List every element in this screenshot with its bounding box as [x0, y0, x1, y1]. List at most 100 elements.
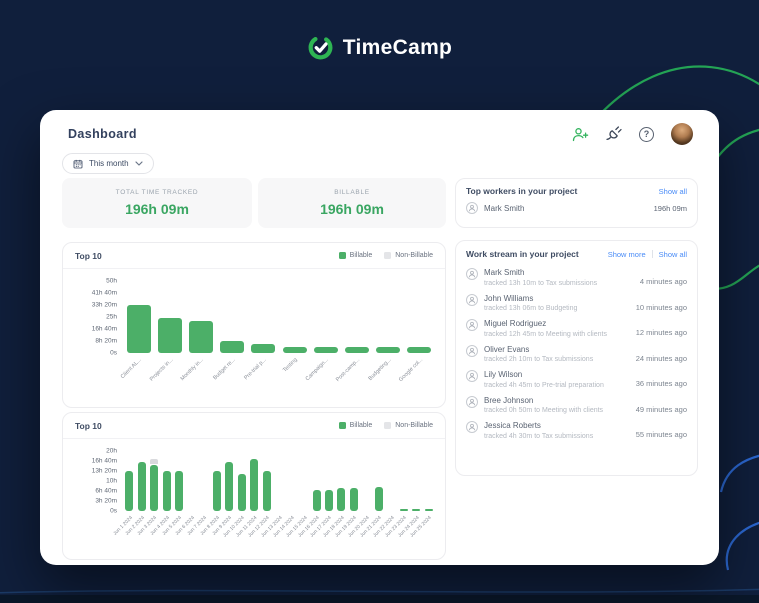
- y-tick-label: 25h: [106, 313, 117, 321]
- entry-detail: tracked 4h 45m to Pre-trial preparation: [484, 381, 604, 389]
- integrations-button[interactable]: [606, 126, 622, 142]
- date-filter-dropdown[interactable]: This month: [62, 153, 154, 174]
- billable-segment: [345, 346, 370, 353]
- entry-detail: tracked 0h 50m to Meeting with clients: [484, 407, 604, 414]
- bar-Jun 24 2024: [410, 508, 422, 511]
- x-tick-label: Testing: [282, 357, 299, 374]
- billable-swatch: [338, 252, 346, 259]
- bar-Budget re...: [217, 341, 248, 353]
- bar-Jun 18 2024: [335, 487, 347, 511]
- help-button[interactable]: ?: [639, 126, 654, 142]
- y-axis: 0s 8h 20m 16h 40m 25h 33h 20m 41h 40m 50h: [71, 278, 117, 357]
- bar-chart-days: 0s 3h 20m 6h 40m 10h 13h 20m 16h 40m 20h Jun 1 …: [63, 439, 445, 549]
- bar-Jun 4 2024: [160, 471, 172, 511]
- top-workers-show-all-link[interactable]: Show all: [658, 186, 687, 196]
- bar-Post-camp...: [341, 346, 372, 353]
- stat-label: BILLABLE: [334, 189, 370, 196]
- billable-segment: [225, 462, 234, 511]
- add-user-button[interactable]: [572, 127, 589, 142]
- entry-time-ago: 4 minutes ago: [639, 277, 687, 286]
- plot-area: [123, 281, 435, 353]
- bar-Jun 8 2024: [210, 471, 222, 511]
- entry-user-name: Oliver Evans: [484, 344, 530, 354]
- billable-segment: [262, 471, 271, 511]
- entry-time-ago: 24 minutes ago: [635, 353, 687, 363]
- y-tick-label: 6h 40m: [95, 487, 117, 495]
- bar-Budgeting...: [373, 346, 404, 353]
- entry-time-ago: 55 minutes ago: [635, 430, 687, 439]
- x-tick: Client AL...: [119, 353, 154, 391]
- person-icon: [466, 421, 478, 433]
- top10-days-chart-card: Top 10 Billable Non-Billable 0s 3h 20m 6h …: [62, 412, 446, 560]
- entry-time-ago: 10 minutes ago: [635, 302, 687, 312]
- x-tick: Post-camp...: [335, 353, 372, 391]
- work-stream-entry: Oliver Evans tracked 2h 10m to Tax submis…: [456, 341, 697, 367]
- billable-segment: [175, 471, 184, 511]
- x-tick: Campaign...: [305, 353, 341, 391]
- show-more-link[interactable]: Show more: [607, 249, 646, 259]
- x-tick-label: Client AL...: [119, 357, 143, 381]
- bar-Jun 21 2024: [373, 487, 385, 511]
- stat-total-time-tracked: TOTAL TIME TRACKED 196h 09m: [62, 178, 252, 228]
- billable-segment: [313, 346, 338, 353]
- bar-Pre-trial p...: [248, 344, 279, 353]
- x-tick-label: Pre-trial p...: [243, 357, 268, 382]
- y-tick-label: 0s: [110, 507, 117, 515]
- help-icon: ?: [639, 126, 654, 142]
- person-icon: [466, 268, 478, 280]
- bar-Jun 23 2024: [398, 508, 410, 511]
- top-workers-header: Top workers in your project Show all: [456, 179, 697, 199]
- legend-non-billable: Non-Billable: [384, 252, 433, 259]
- chart-header: Top 10 Billable Non-Billable: [63, 243, 445, 269]
- billable-segment: [125, 471, 134, 511]
- billable-segment: [376, 346, 401, 353]
- entry-texts: Oliver Evans tracked 2h 10m to Tax submis…: [484, 345, 593, 364]
- timecamp-logo-icon: [308, 35, 333, 60]
- bar-Jun 5 2024: [173, 471, 185, 511]
- y-axis: 0s 3h 20m 6h 40m 10h 13h 20m 16h 40m 20h: [71, 448, 117, 515]
- bar-Jun 17 2024: [323, 490, 335, 511]
- entry-user-name: Mark Smith: [484, 268, 525, 277]
- chart-title: Top 10: [75, 420, 102, 431]
- billable-segment: [324, 490, 333, 511]
- billable-segment: [374, 487, 383, 511]
- chart-legend: Billable Non-Billable: [338, 422, 433, 429]
- header-actions: ?: [572, 123, 693, 145]
- x-tick: Testing: [279, 353, 310, 391]
- person-icon: [466, 293, 478, 306]
- x-tick: Pre-trial p...: [243, 353, 279, 391]
- legend-billable: Billable: [338, 252, 372, 259]
- y-tick-label: 16h 40m: [91, 457, 117, 465]
- plot-area: [123, 451, 435, 511]
- work-stream-entry: Miguel Rodriguez tracked 12h 45m to Meeti…: [456, 315, 697, 341]
- y-tick-label: 3h 20m: [95, 497, 117, 505]
- billable-segment: [162, 471, 171, 511]
- top-workers-panel: Top workers in your project Show all Mar…: [455, 178, 698, 228]
- bar-Testing: [279, 346, 310, 353]
- billable-segment: [212, 471, 221, 511]
- work-stream-show-all-link[interactable]: Show all: [658, 249, 687, 259]
- work-stream-title: Work stream in your project: [466, 249, 579, 259]
- entry-texts: Jessica Roberts tracked 4h 30m to Tax sub…: [484, 421, 593, 440]
- work-stream-entry: Jessica Roberts tracked 4h 30m to Tax sub…: [456, 417, 697, 443]
- x-tick: Budgeting...: [367, 353, 404, 391]
- billable-segment: [237, 474, 246, 511]
- billable-segment: [399, 508, 408, 511]
- work-stream-entry: Lily Wilson tracked 4h 45m to Pre-trial p…: [456, 366, 697, 392]
- x-axis: Client AL... Projects in... Monthly in... B…: [119, 353, 435, 391]
- entry-detail: tracked 4h 30m to Tax submissions: [484, 432, 594, 440]
- x-tick: Budget re...: [212, 353, 248, 391]
- top10-projects-chart-card: Top 10 Billable Non-Billable 0s 8h 20m 16h…: [62, 242, 446, 408]
- chevron-down-icon: [134, 161, 143, 166]
- bar-Jun 25 2024: [423, 508, 435, 511]
- bar-Client AL...: [123, 305, 154, 353]
- avatar-photo: [671, 123, 693, 145]
- user-avatar[interactable]: [671, 123, 693, 145]
- entry-texts: Mark Smith tracked 13h 10m to Tax submiss…: [484, 268, 597, 287]
- bar-Jun 3 2024: [148, 459, 160, 511]
- person-icon: [466, 202, 478, 214]
- bar-Google col...: [404, 346, 435, 353]
- x-tick: Projects in...: [148, 353, 185, 391]
- billable-segment: [251, 344, 276, 353]
